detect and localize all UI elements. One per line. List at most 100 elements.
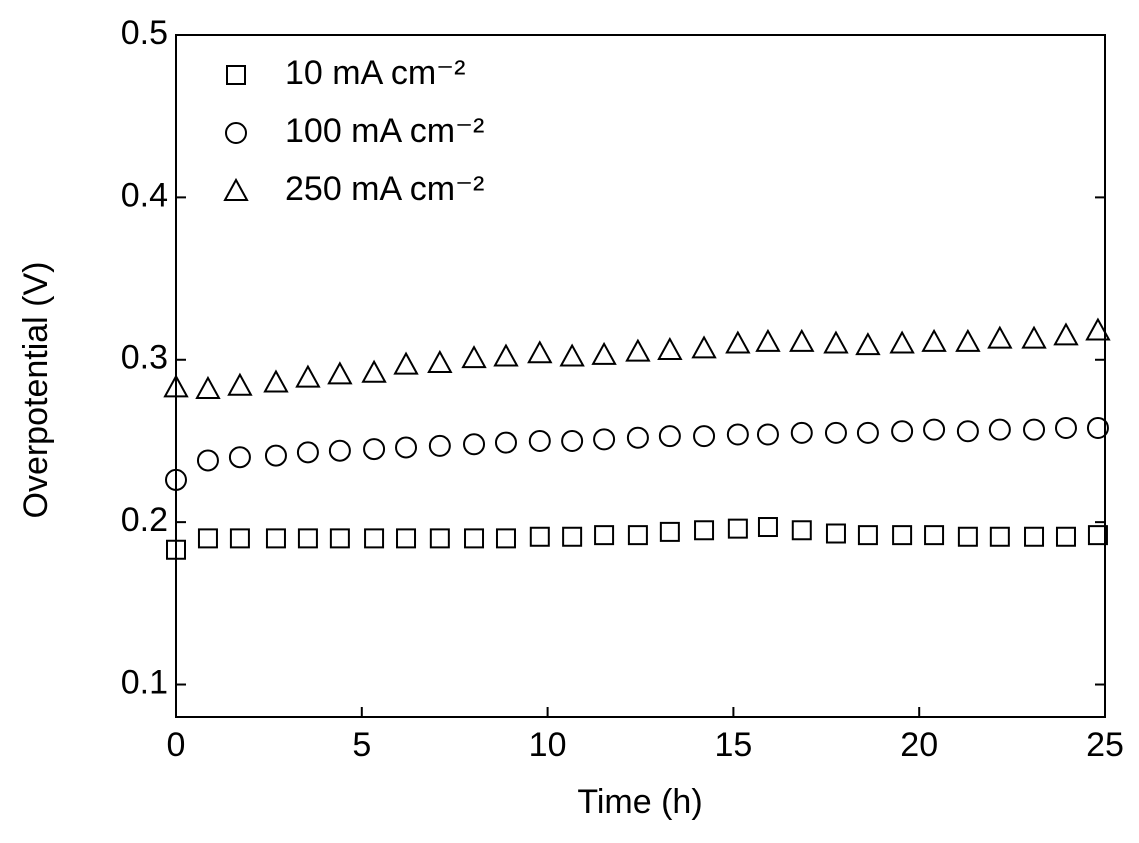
- x-tick-label: 0: [167, 726, 186, 764]
- square-marker: [1087, 525, 1108, 546]
- circle-marker: [1054, 416, 1077, 439]
- triangle-marker: [327, 361, 353, 385]
- triangle-marker: [955, 328, 981, 352]
- triangle-marker: [461, 345, 487, 369]
- square-marker: [791, 520, 812, 541]
- circle-marker: [228, 446, 251, 469]
- triangle-marker: [393, 351, 419, 375]
- circle-marker: [856, 421, 879, 444]
- square-marker: [627, 525, 648, 546]
- circle-marker: [264, 444, 287, 467]
- y-tick-label: 0.1: [121, 664, 168, 702]
- circle-marker: [756, 423, 779, 446]
- triangle-marker: [591, 341, 617, 365]
- x-tick-label: 5: [352, 726, 371, 764]
- circle-marker: [891, 420, 914, 443]
- x-tick-label: 15: [714, 726, 752, 764]
- y-axis-label: Overpotential (V): [17, 262, 55, 519]
- square-marker: [659, 521, 680, 542]
- circle-marker: [463, 433, 486, 456]
- triangle-marker: [657, 336, 683, 361]
- circle-marker: [328, 439, 351, 462]
- square-marker: [226, 65, 246, 85]
- square-marker: [495, 528, 516, 549]
- circle-marker: [956, 420, 979, 443]
- square-marker: [757, 517, 778, 538]
- legend-label: 250 mA cm⁻²: [285, 170, 484, 208]
- circle-marker: [693, 425, 716, 448]
- circle-marker: [1086, 416, 1109, 439]
- y-tick-label: 0.3: [121, 339, 168, 377]
- triangle-marker: [823, 330, 849, 354]
- triangle-marker: [889, 330, 915, 354]
- triangle-marker: [921, 328, 947, 352]
- square-marker: [166, 539, 186, 560]
- x-axis-label: Time (h): [577, 783, 702, 821]
- circle-marker: [561, 429, 584, 452]
- square-marker: [464, 528, 485, 549]
- triangle-marker: [625, 338, 651, 362]
- circle-marker: [494, 431, 517, 454]
- triangle-marker: [1085, 317, 1111, 341]
- y-tick-label: 0.4: [121, 176, 168, 214]
- circle-marker: [626, 426, 649, 449]
- circle-marker: [988, 418, 1011, 441]
- triangle-marker: [527, 340, 553, 364]
- legend-label: 10 mA cm⁻²: [285, 54, 465, 92]
- triangle-marker: [1053, 322, 1079, 346]
- y-tick-label: 0.5: [121, 14, 168, 52]
- circle-marker: [790, 421, 813, 444]
- x-tick-label: 20: [900, 726, 938, 764]
- triangle-marker: [195, 375, 221, 399]
- square-marker: [562, 526, 583, 547]
- square-marker: [892, 525, 913, 546]
- triangle-marker: [987, 325, 1013, 349]
- triangle-marker: [361, 359, 387, 383]
- triangle-marker: [163, 374, 189, 398]
- square-marker: [197, 528, 218, 549]
- square-marker: [957, 526, 978, 547]
- circle-marker: [923, 418, 946, 441]
- legend-label: 100 mA cm⁻²: [285, 112, 484, 150]
- triangle-marker: [1021, 325, 1047, 349]
- circle-marker: [528, 429, 551, 452]
- triangle-marker: [427, 349, 453, 374]
- triangle-marker: [789, 328, 815, 352]
- square-marker: [429, 528, 450, 549]
- triangle-marker: [263, 369, 289, 393]
- triangle-marker: [223, 177, 249, 201]
- circle-marker: [165, 468, 187, 491]
- square-marker: [364, 528, 385, 549]
- circle-marker: [824, 421, 847, 444]
- triangle-marker: [691, 335, 717, 359]
- square-marker: [265, 528, 286, 549]
- square-marker: [229, 528, 250, 549]
- square-marker: [857, 525, 878, 546]
- square-marker: [825, 523, 846, 544]
- triangle-marker: [227, 372, 253, 396]
- circle-marker: [428, 434, 451, 457]
- triangle-marker: [493, 343, 519, 367]
- square-marker: [396, 528, 417, 549]
- circle-marker: [196, 449, 219, 472]
- square-marker: [329, 528, 350, 549]
- circle-marker: [658, 425, 681, 448]
- triangle-marker: [755, 328, 781, 352]
- square-marker: [594, 525, 615, 546]
- y-tick-label: 0.2: [121, 501, 168, 539]
- square-marker: [529, 526, 550, 547]
- x-tick-label: 10: [529, 726, 567, 764]
- circle-marker: [225, 122, 247, 144]
- circle-marker: [726, 423, 749, 446]
- triangle-marker: [559, 343, 585, 367]
- circle-marker: [395, 436, 418, 459]
- square-marker: [1055, 526, 1076, 547]
- square-marker: [694, 520, 715, 541]
- triangle-marker: [855, 332, 881, 356]
- triangle-marker: [295, 364, 321, 388]
- triangle-marker: [725, 330, 751, 354]
- square-marker: [727, 518, 748, 539]
- circle-marker: [363, 438, 386, 461]
- square-marker: [1024, 526, 1045, 547]
